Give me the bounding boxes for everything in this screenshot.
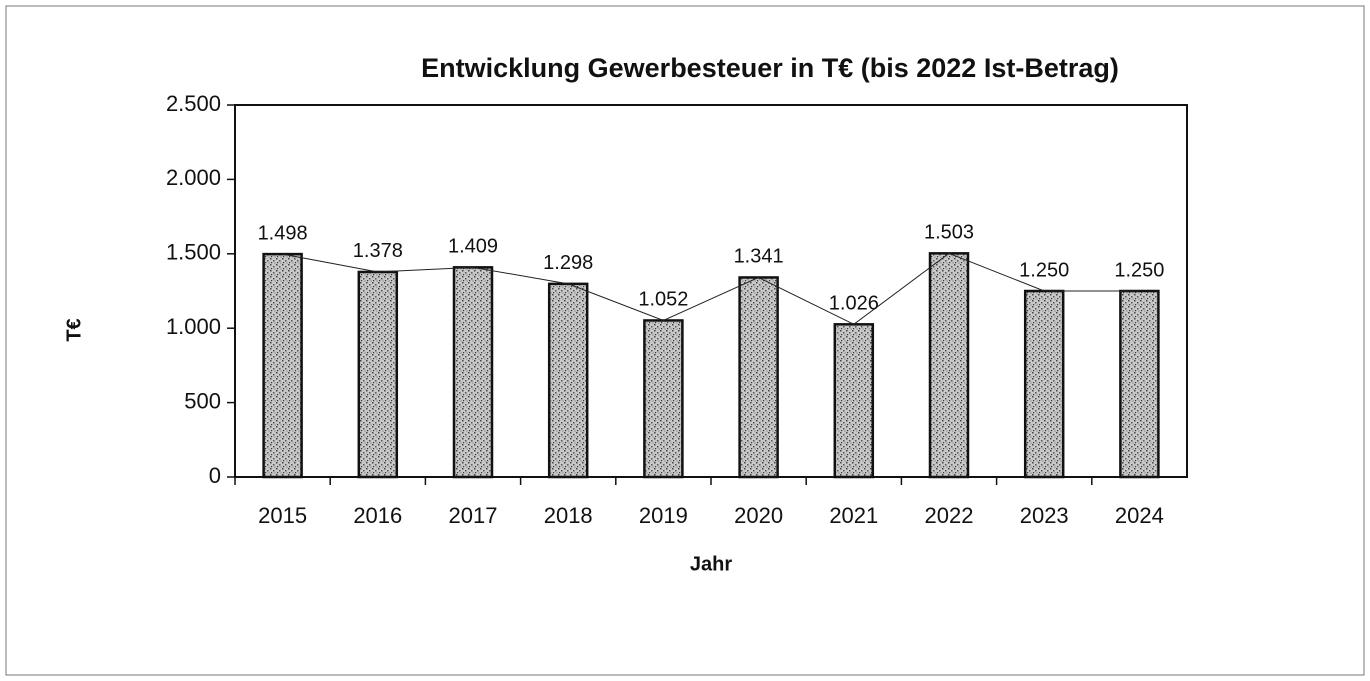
- data-label: 1.250: [1114, 259, 1164, 281]
- x-tick-label: 2016: [353, 503, 402, 528]
- y-tick-label: 1.000: [166, 314, 221, 339]
- connecting-line: [282, 252, 1140, 325]
- x-tick-label: 2022: [925, 503, 974, 528]
- data-label: 1.378: [353, 240, 403, 262]
- x-tick-label: 2017: [449, 503, 498, 528]
- bar: [928, 252, 970, 479]
- y-tick-label: 0: [209, 463, 221, 488]
- x-tick-label: 2024: [1115, 503, 1164, 528]
- y-tick-label: 2.000: [166, 165, 221, 190]
- data-label: 1.026: [829, 293, 879, 315]
- bar: [357, 270, 399, 479]
- bar: [1119, 289, 1160, 479]
- y-tick-label: 500: [184, 388, 221, 413]
- x-tick-label: 2019: [639, 503, 688, 528]
- frame: [5, 5, 1365, 676]
- x-axis-label: Jahr: [690, 553, 732, 575]
- bar: [833, 323, 875, 479]
- chart-title: Entwicklung Gewerbesteuer in T€ (bis 202…: [421, 53, 1119, 83]
- data-label: 1.250: [1019, 259, 1069, 281]
- data-label: 1.052: [638, 289, 688, 311]
- y-tick-label: 2.500: [166, 91, 221, 116]
- x-tick-label: 2020: [734, 503, 783, 528]
- data-label: 1.409: [448, 236, 498, 258]
- data-label: 1.498: [258, 222, 308, 244]
- x-tick-label: 2023: [1020, 503, 1069, 528]
- bar: [547, 282, 589, 479]
- data-label: 1.341: [734, 246, 784, 268]
- data-label: 1.503: [924, 222, 974, 244]
- x-tick-label: 2021: [829, 503, 878, 528]
- y-tick-label: 1.500: [166, 240, 221, 265]
- bar: [262, 252, 303, 479]
- x-tick-label: 2015: [258, 503, 307, 528]
- bar: [452, 266, 494, 479]
- bar: [643, 319, 684, 479]
- y-axis-label: T€: [63, 318, 85, 341]
- bar: [738, 276, 779, 479]
- bar: [1023, 289, 1065, 479]
- x-tick-label: 2018: [544, 503, 593, 528]
- data-label: 1.298: [543, 252, 593, 274]
